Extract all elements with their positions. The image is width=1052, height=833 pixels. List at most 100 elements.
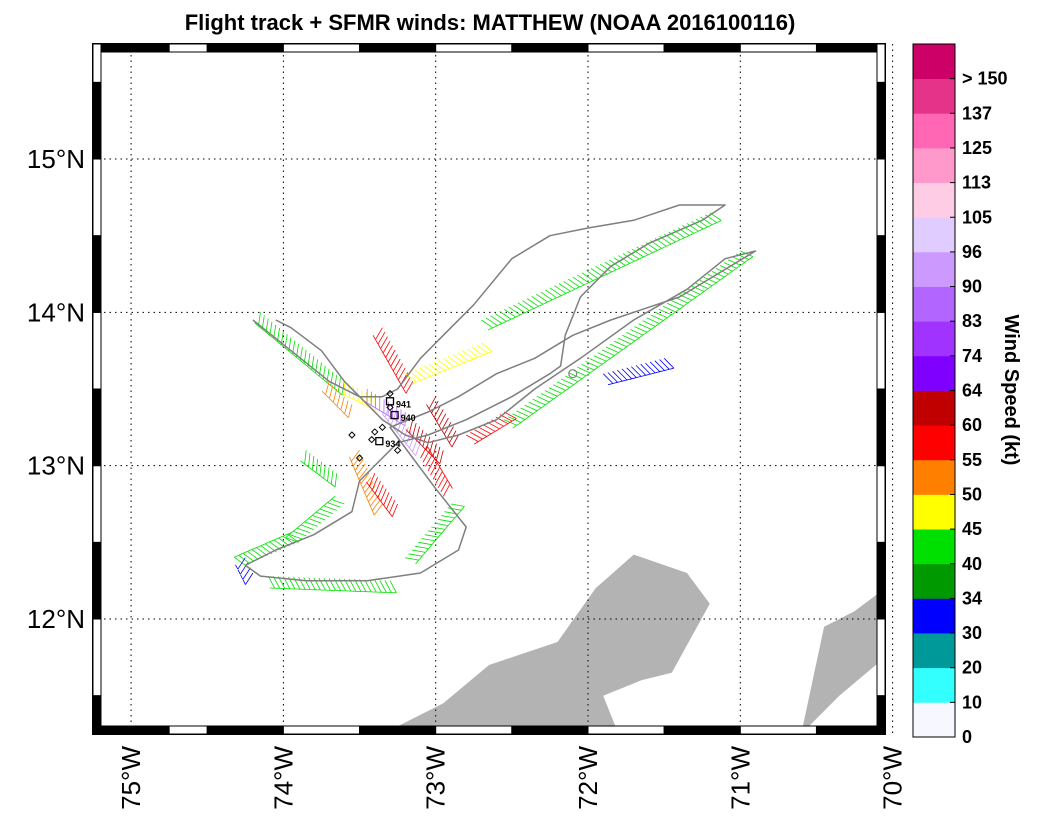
wind-barb-flag — [349, 456, 352, 462]
wind-barb — [601, 349, 615, 356]
wind-barb-flag — [645, 373, 651, 376]
frame-ticks-top — [511, 43, 589, 53]
wind-barb — [348, 404, 353, 418]
wind-barb-flag — [473, 356, 479, 360]
wind-barb — [446, 426, 454, 439]
wind-barb — [699, 279, 713, 287]
colorbar-tick-label: 0 — [962, 727, 972, 747]
land-polygon-1 — [382, 554, 710, 734]
wind-barb — [311, 456, 315, 470]
wind-barb — [298, 577, 306, 590]
wind-barb-flag — [300, 521, 305, 526]
wind-barb — [308, 577, 316, 590]
frame-ticks-top — [168, 43, 208, 53]
wind-barb-flag — [340, 410, 345, 415]
wind-barb-flag — [640, 374, 646, 377]
wind-barb-flag — [449, 366, 455, 369]
frame-ticks-bottom — [206, 725, 284, 735]
wind-barb — [622, 334, 636, 342]
wind-barb-flag — [412, 451, 416, 456]
land-polygon-2 — [801, 588, 885, 734]
wind-barb-flag — [447, 479, 451, 485]
wind-barb-flag — [428, 544, 433, 549]
wind-barb — [428, 396, 437, 409]
wind-barb-flag — [425, 375, 431, 379]
wind-barb — [418, 541, 432, 546]
wind-barb-flag — [396, 432, 401, 437]
wind-barb-flag — [329, 398, 334, 403]
wind-barb — [441, 417, 449, 431]
wind-barb-flag — [315, 372, 320, 377]
wind-barb — [420, 445, 428, 459]
wind-barb — [627, 250, 640, 260]
wind-barb — [382, 340, 391, 354]
wind-barb — [450, 503, 465, 507]
y-tick-label: 13°N — [27, 451, 85, 481]
wind-barb — [605, 346, 619, 353]
wind-barb-flag — [707, 224, 713, 228]
wind-barb — [544, 390, 558, 397]
wind-barb — [390, 354, 398, 367]
wind-barb — [441, 515, 455, 519]
wind-barb — [350, 450, 360, 462]
wind-barb-flag — [299, 360, 305, 364]
wind-barb-flag — [296, 356, 301, 361]
wind-barb — [380, 488, 387, 502]
wind-barb-flag — [622, 346, 627, 351]
wind-barb-flag — [269, 334, 274, 339]
wind-barb — [482, 424, 496, 432]
wind-barb-flag — [366, 402, 372, 406]
wind-barb — [323, 464, 326, 479]
wind-barb — [374, 480, 381, 494]
wind-barb-flag — [620, 265, 626, 269]
wind-barb-flag — [486, 433, 492, 437]
wind-barb-flag — [235, 564, 239, 570]
wind-barb-flag — [251, 547, 257, 550]
wind-barb — [526, 298, 539, 307]
track-loop — [568, 369, 578, 379]
wind-barb-flag — [379, 410, 385, 414]
wind-barb — [313, 577, 321, 591]
wind-barb-flag — [657, 248, 662, 251]
wind-barb — [442, 484, 451, 497]
wind-barb-flag — [325, 394, 330, 399]
frame-ticks-left — [92, 541, 102, 620]
wind-barb-flag — [541, 404, 546, 409]
wind-barb — [384, 404, 391, 418]
wind-barb — [419, 367, 431, 377]
wind-barb — [452, 354, 465, 364]
wind-barb-flag — [520, 312, 525, 316]
wind-barb-flag — [381, 413, 386, 418]
wind-barb — [358, 467, 368, 480]
colorbar-swatch — [913, 251, 955, 287]
frame-ticks-bottom — [511, 725, 589, 735]
wind-barb — [344, 400, 349, 415]
wind-barb — [607, 372, 618, 383]
wind-barb — [508, 306, 521, 316]
wind-barb-flag — [454, 513, 459, 519]
wind-barb-flag — [477, 438, 483, 442]
wind-barb-flag — [643, 254, 649, 258]
wind-barb-flag — [411, 381, 417, 385]
wind-barb-flag — [439, 466, 443, 472]
wind-barb-flag — [441, 429, 445, 435]
wind-barb-flag — [242, 551, 248, 554]
wind-barb-flag — [416, 379, 422, 383]
colorbar-swatch — [913, 529, 955, 565]
wind-barb-flag — [581, 375, 587, 380]
wind-barb-segment-9 — [602, 358, 675, 386]
wind-barb — [478, 426, 492, 435]
wind-barb-flag — [307, 366, 312, 371]
wind-barb-flag — [323, 477, 328, 482]
wind-barb — [670, 300, 684, 307]
frame-ticks-right — [876, 541, 886, 620]
dropsonde-label: 940 — [401, 413, 416, 423]
wind-barb — [354, 459, 364, 471]
wind-barb — [412, 422, 417, 437]
wind-barb-flag — [598, 363, 603, 368]
sfmr-wind-barbs — [233, 212, 754, 594]
wind-barb-flag — [454, 364, 460, 368]
wind-barb-flag — [577, 378, 583, 383]
wind-barb — [371, 477, 378, 491]
frame-ticks-top — [739, 43, 817, 53]
